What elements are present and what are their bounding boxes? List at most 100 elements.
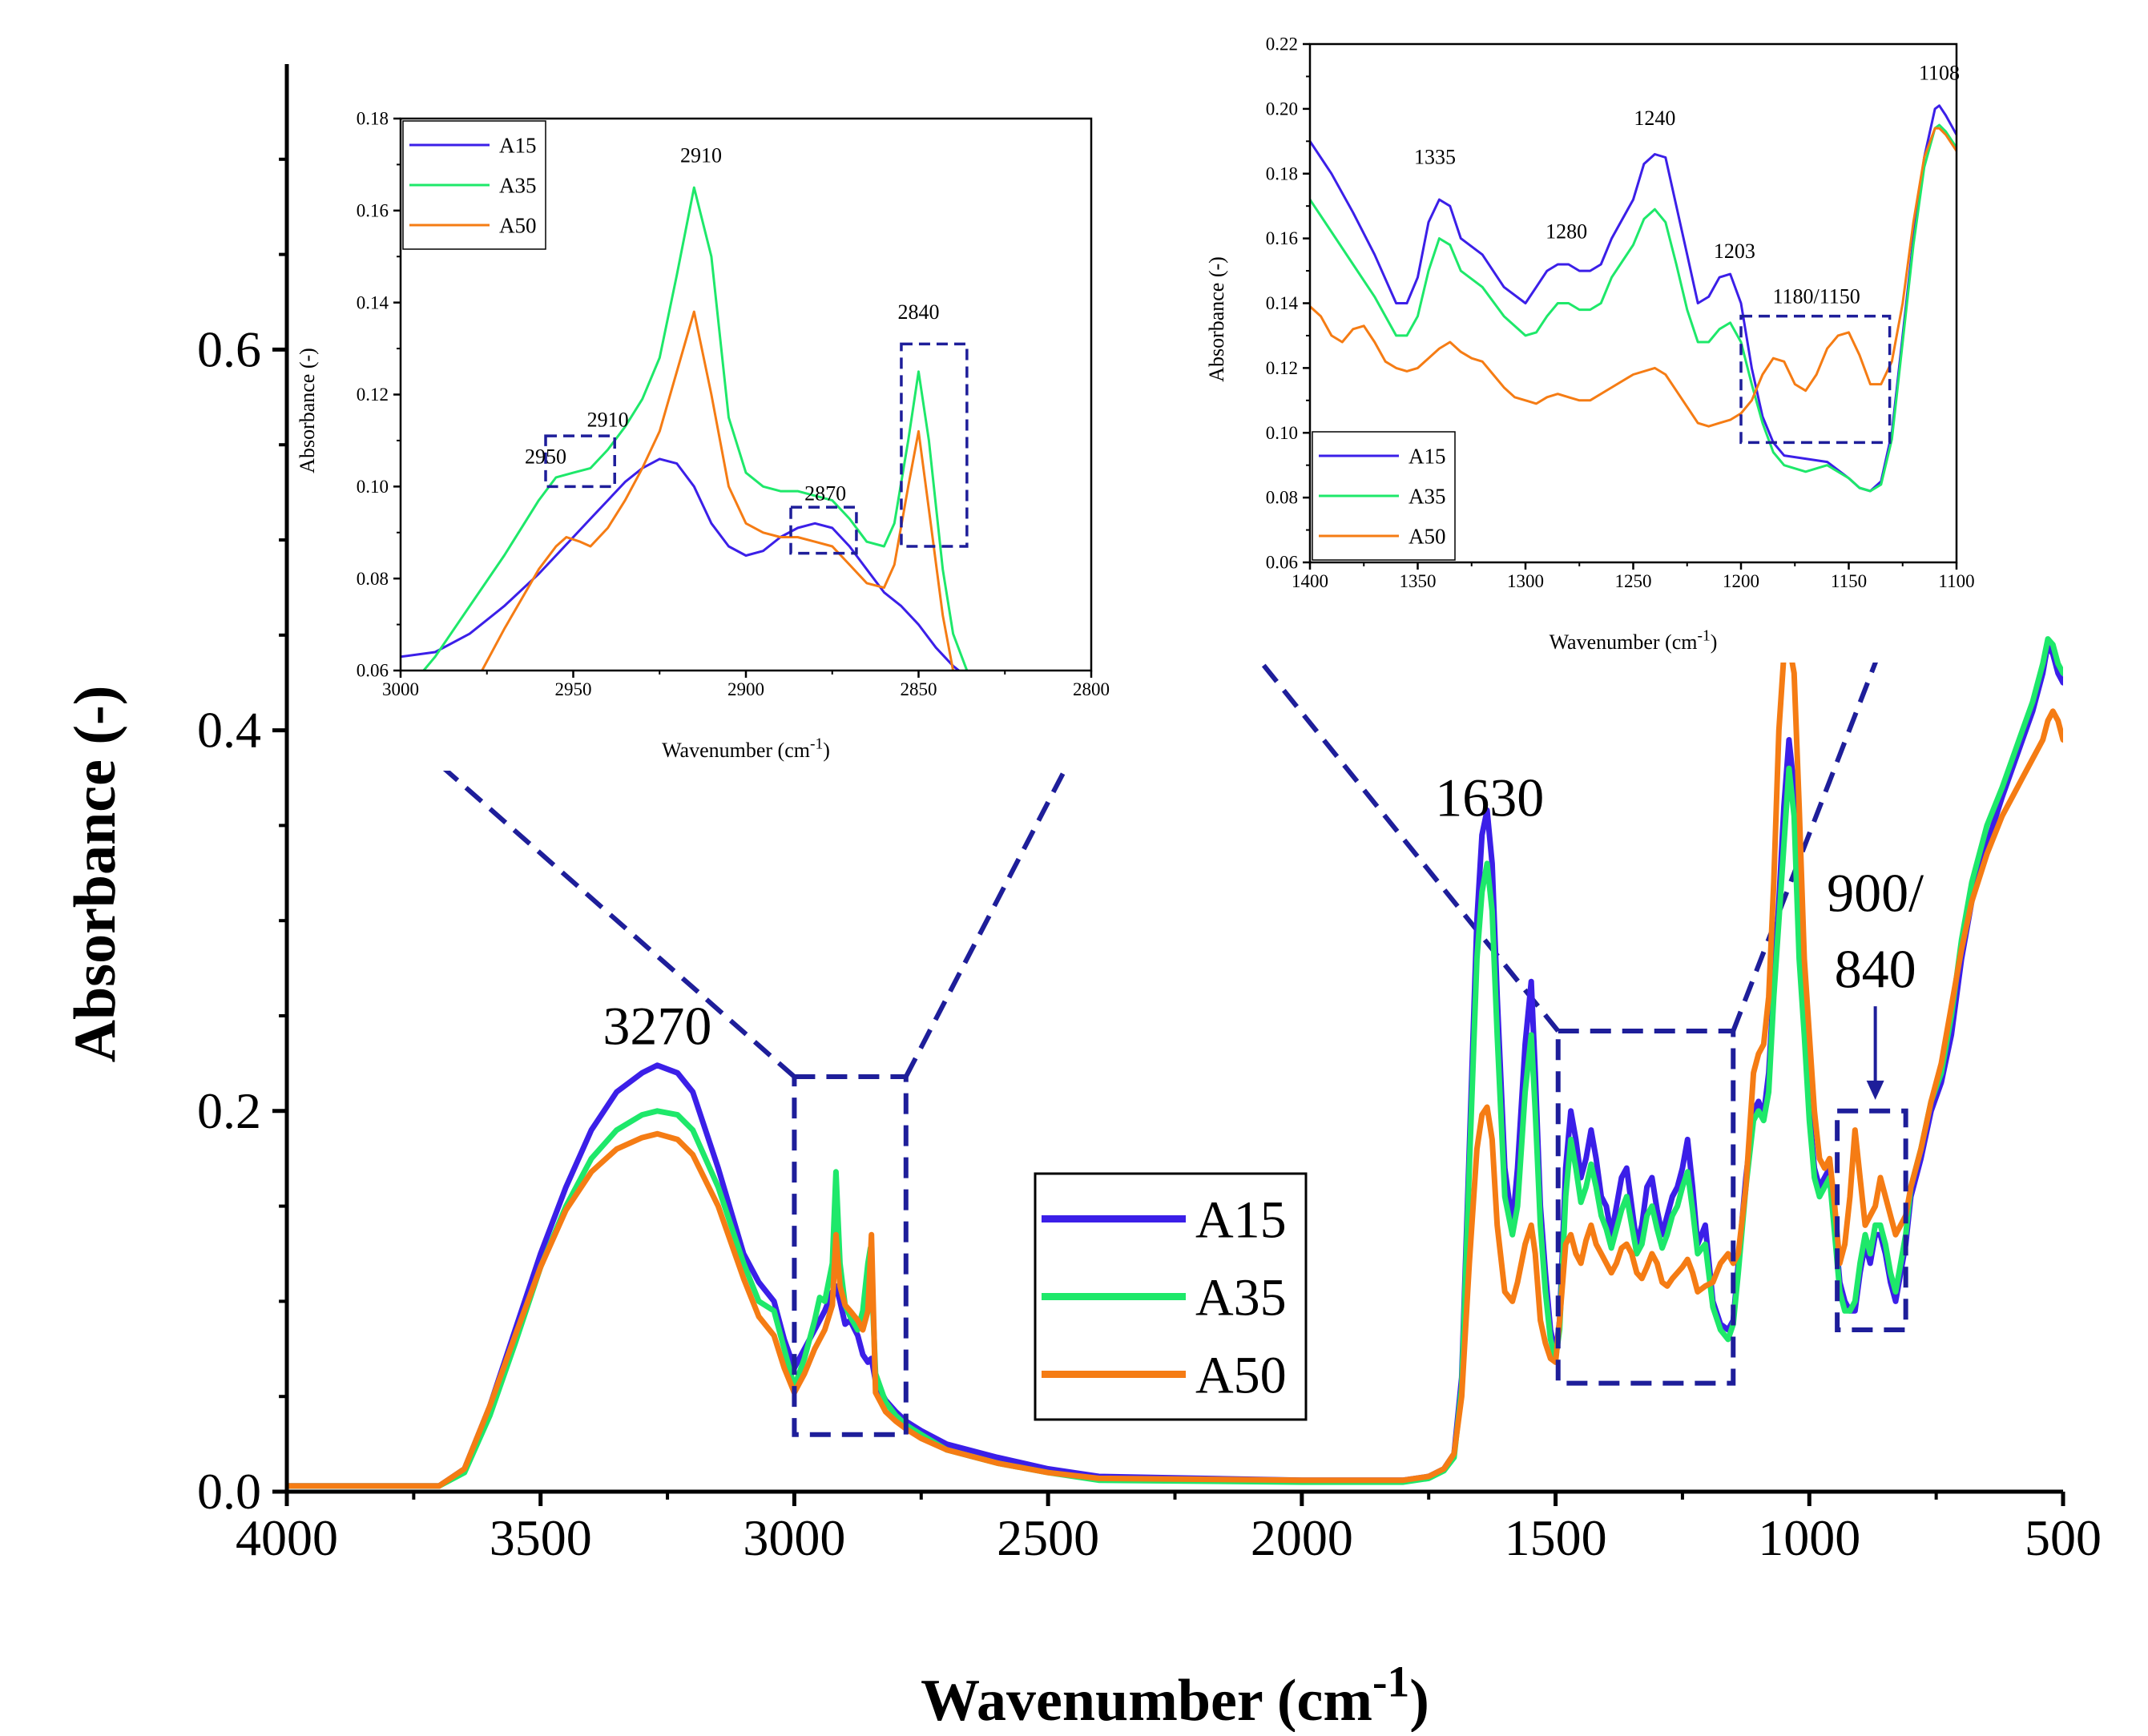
main-zoom-box-0: [792, 1074, 909, 1437]
inset-right-series-A15: [1310, 104, 1957, 493]
inset-left-chart: 3000 2950 2900 2850 2800 0.06 0.08 0.10 0.12 0.14…: [292, 107, 1119, 771]
inset-right-x-label-close: ): [1711, 630, 1718, 654]
inset-right-annotation-0: 1335: [1414, 146, 1456, 169]
inset-right-zoom-box-0: [1739, 314, 1892, 445]
inset-right-annotation-2: 1240: [1634, 107, 1675, 130]
inset-right-annotation-4: 1180/1150: [1773, 285, 1860, 308]
zoom-connector-2: [1207, 597, 1561, 1033]
main-x-label-sup: -1: [1372, 1657, 1409, 1706]
inset-left-y-tick-label: 0.12: [357, 385, 389, 405]
zoom-connector-1: [904, 725, 1090, 1078]
inset-left-series-A35: [421, 186, 969, 671]
inset-left-y-axis-label: Absorbance (-): [296, 348, 319, 473]
inset-left-y-tick-label: 0.10: [357, 477, 389, 497]
inset-right-x-axis-label: Wavenumber (cm-1): [1550, 628, 1718, 654]
inset-left-y-tick-label: 0.18: [357, 109, 389, 129]
inset-left-zoom-box-0: [544, 434, 616, 489]
inset-left-legend-label-A50: A50: [499, 213, 537, 237]
main-legend-label-A15: A15: [1195, 1191, 1287, 1250]
main-legend-label-A35: A35: [1195, 1269, 1287, 1327]
main-y-tick-label: 0.4: [197, 702, 261, 759]
inset-left-annotation-3: 2870: [804, 482, 846, 505]
inset-left-annotation-2: 2910: [680, 144, 722, 167]
inset-right-x-tick-label: 1100: [1938, 571, 1974, 591]
inset-right-legend-label-A15: A15: [1408, 444, 1446, 468]
inset-left-x-label-sup: -1: [810, 736, 823, 753]
inset-left-series-A50: [480, 310, 955, 671]
main-annotation-1: 1630: [1435, 767, 1544, 828]
main-y-tick-label: 0.2: [197, 1082, 261, 1139]
main-series-A50: [287, 642, 2063, 1489]
inset-right-y-axis-label: Absorbance (-): [1205, 256, 1228, 382]
main-x-tick-label: 1000: [1758, 1509, 1860, 1566]
zoom-connector-3: [1731, 617, 1895, 1033]
main-y-tick-label: 0.6: [197, 321, 261, 378]
main-x-tick-label: 2000: [1251, 1509, 1353, 1566]
inset-right-x-tick-label: 1350: [1400, 571, 1437, 591]
main-x-tick-label: 3500: [490, 1509, 592, 1566]
inset-right-y-tick-label: 0.06: [1266, 553, 1298, 573]
inset-right-annotation-1: 1280: [1546, 220, 1587, 244]
main-annotation-3: 900/: [1827, 862, 1924, 923]
inset-left-series-A15: [401, 457, 961, 671]
inset-right-series-group: [1310, 104, 1957, 493]
main-x-tick-label: 4000: [236, 1509, 338, 1566]
main-series-A35: [287, 636, 2063, 1489]
inset-left-y-tick-label: 0.16: [357, 200, 389, 220]
inset-left-zoom-box-2: [900, 342, 969, 548]
zoom-connector-0: [395, 724, 796, 1079]
inset-right-x-tick-label: 1150: [1831, 571, 1867, 591]
inset-right-y-tick-label: 0.18: [1266, 163, 1298, 183]
inset-right-x-tick-label: 1250: [1615, 571, 1652, 591]
main-zoom-box-2: [1835, 1108, 1908, 1333]
inset-right-annotation-3: 1203: [1714, 240, 1755, 263]
inset-right-legend: A15 A35 A50: [1312, 431, 1456, 561]
inset-right-x-tick-label: 1400: [1292, 571, 1328, 591]
inset-right-series-A50: [1310, 127, 1957, 428]
main-legend: A15 A35 A50: [1034, 1172, 1308, 1421]
inset-right-y-tick-label: 0.14: [1266, 293, 1299, 313]
main-annotation-0: 3270: [602, 996, 711, 1057]
inset-right-legend-label-A35: A35: [1408, 484, 1446, 508]
inset-left-x-tick-label: 3000: [382, 679, 419, 699]
inset-right-chart: 1400 1350 1300 1250 1200 1150 1100 0.06 0.08 0.10…: [1202, 32, 1985, 663]
inset-left-legend: A15 A35 A50: [402, 120, 546, 250]
inset-right-x-tick-label: 1300: [1507, 571, 1544, 591]
inset-right-y-tick-label: 0.12: [1266, 358, 1298, 378]
main-x-label-close: ): [1409, 1668, 1429, 1732]
inset-left-x-tick-label: 2950: [555, 679, 592, 699]
inset-left-y-tick-label: 0.06: [357, 661, 389, 681]
main-legend-label-A50: A50: [1195, 1347, 1287, 1405]
main-x-tick-label: 3000: [743, 1509, 845, 1566]
arrow-head: [1866, 1080, 1884, 1100]
main-series-group: [287, 636, 2063, 1489]
inset-left-annotation-1: 2910: [587, 409, 629, 432]
inset-left-y-tick-label: 0.14: [357, 292, 389, 312]
inset-right-y-tick-label: 0.20: [1266, 99, 1298, 119]
inset-left-legend-label-A35: A35: [499, 173, 537, 197]
inset-left-zoom-box-1: [789, 505, 858, 555]
main-x-tick-label: 2500: [997, 1509, 1099, 1566]
main-zoom-box-1: [1555, 1029, 1736, 1386]
inset-right-y-tick-label: 0.10: [1266, 423, 1298, 443]
inset-left-legend-label-A15: A15: [499, 133, 537, 157]
main-x-label-main: Wavenumber (cm: [921, 1668, 1372, 1732]
inset-left-x-label-close: ): [823, 739, 830, 762]
inset-left-x-axis-label: Wavenumber (cm-1): [662, 736, 830, 762]
inset-right-series-A35: [1310, 123, 1957, 493]
inset-right-x-label-sup: -1: [1697, 628, 1710, 645]
inset-right-y-tick-label: 0.16: [1266, 228, 1298, 248]
inset-left-x-label-main: Wavenumber (cm: [662, 739, 810, 762]
main-y-tick-label: 0.0: [197, 1463, 261, 1520]
main-series-A15: [287, 642, 2063, 1489]
inset-left-annotation-4: 2840: [898, 300, 940, 324]
inset-right-x-tick-label: 1200: [1723, 571, 1759, 591]
inset-left-x-tick-label: 2850: [901, 679, 937, 699]
main-x-tick-label: 500: [2025, 1509, 2102, 1566]
inset-right-annotation-5: 1108: [1919, 61, 1960, 84]
inset-right-y-tick-label: 0.22: [1266, 34, 1298, 54]
inset-left-x-tick-label: 2900: [727, 679, 764, 699]
inset-right-background: [1202, 32, 1985, 663]
